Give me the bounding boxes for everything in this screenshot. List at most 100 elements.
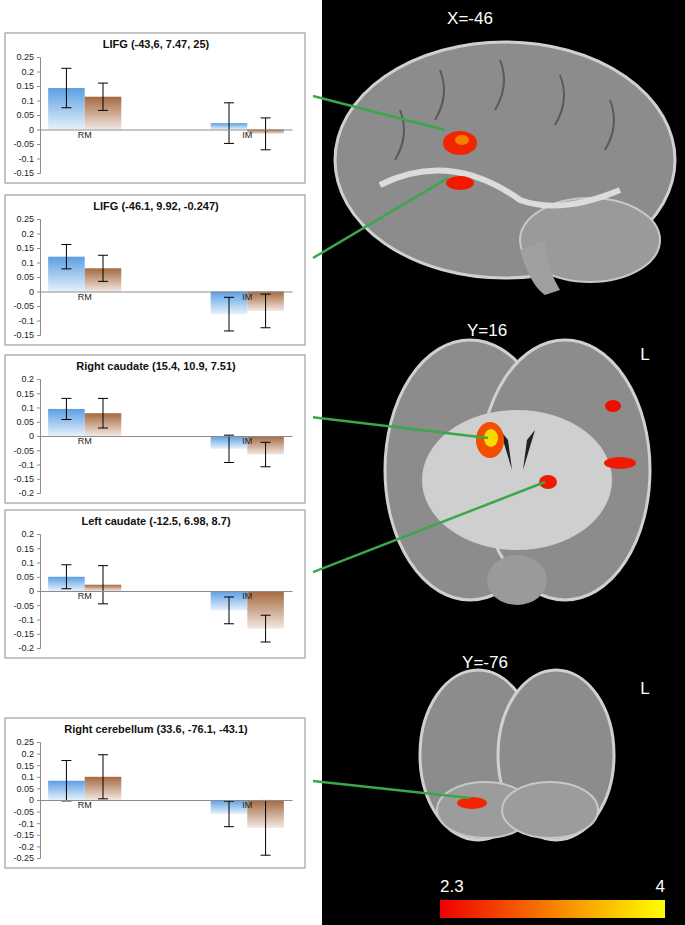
y-tick: -0.05 — [13, 807, 40, 817]
y-tick-mark — [37, 86, 40, 87]
y-tick-mark — [37, 144, 40, 145]
y-axis: -0.2 -0.15 -0.1 -0.05 0 0.05 0.1 0.15 0.2 — [13, 374, 40, 498]
y-tick-mark — [37, 263, 40, 264]
sulcus — [605, 100, 614, 150]
y-tick-label: -0.15 — [13, 168, 34, 178]
y-tick: 0 — [29, 586, 40, 596]
brainstem — [520, 240, 560, 295]
error-bar — [61, 565, 71, 589]
y-tick: 0.1 — [21, 96, 40, 106]
y-tick-mark — [37, 765, 40, 766]
x-tick: IM — [242, 292, 252, 302]
error-bar-stem — [229, 801, 230, 827]
y-tick-label: 0.05 — [16, 417, 34, 427]
error-bar — [224, 597, 234, 624]
y-tick-mark — [37, 742, 40, 743]
error-bar-stem — [66, 565, 67, 589]
activation-blob — [455, 135, 469, 145]
y-tick-mark — [37, 234, 40, 235]
y-tick-mark — [37, 605, 40, 606]
activation-blob — [457, 797, 487, 809]
y-tick: 0.1 — [21, 403, 40, 413]
y-tick: -0.2 — [18, 488, 40, 498]
ventricles — [500, 430, 535, 470]
y-tick-label: 0.1 — [21, 403, 34, 413]
error-bar — [261, 800, 271, 855]
y-tick-mark — [37, 823, 40, 824]
y-tick-label: 0.2 — [21, 529, 34, 539]
category-label: RM — [78, 436, 92, 446]
y-tick: -0.1 — [18, 460, 40, 470]
y-tick-mark — [37, 634, 40, 635]
category-label: IM — [242, 130, 252, 140]
error-bar-cap — [224, 330, 234, 331]
error-bar-cap — [261, 442, 271, 443]
y-tick-mark — [37, 479, 40, 480]
y-tick-label: -0.05 — [13, 601, 34, 611]
y-tick-label: -0.05 — [13, 446, 34, 456]
activation-blob — [443, 131, 477, 155]
x-tick: RM — [78, 591, 92, 601]
error-bar-cap — [224, 826, 234, 827]
error-bar-stem — [229, 597, 230, 624]
orientation-label: L — [640, 679, 649, 698]
error-bar-cap — [261, 642, 271, 643]
y-tick: -0.15 — [13, 629, 40, 639]
plot-area — [48, 68, 284, 149]
y-tick-label: 0.2 — [21, 374, 34, 384]
y-tick-mark — [37, 72, 40, 73]
chart-title: LIFG (-46.1, 9.92, -0.247) — [93, 200, 219, 212]
y-tick-label: -0.1 — [18, 615, 34, 625]
error-bar-cap — [224, 596, 234, 597]
y-tick-label: -0.05 — [13, 301, 34, 311]
y-tick-label: 0.25 — [16, 52, 34, 62]
y-tick-label: -0.1 — [18, 154, 34, 164]
y-tick-label: 0 — [29, 125, 34, 135]
y-tick: 0.05 — [16, 417, 40, 427]
y-tick-mark — [37, 812, 40, 813]
error-bar-stem — [66, 398, 67, 419]
activation-blob — [446, 176, 474, 190]
error-bar — [261, 615, 271, 642]
x-tick: RM — [78, 436, 92, 446]
y-tick-mark — [37, 548, 40, 549]
error-bar — [61, 245, 71, 269]
error-bar-stem — [66, 761, 67, 801]
error-bar — [61, 761, 71, 801]
posterior-coronal-slice — [420, 670, 614, 840]
y-tick-label: -0.05 — [13, 807, 34, 817]
colorbar-tick-label: 4 — [656, 877, 665, 896]
error-bar — [98, 566, 108, 604]
slice-label: Y=16 — [467, 321, 507, 340]
y-tick-label: 0 — [29, 431, 34, 441]
category-label: IM — [242, 591, 252, 601]
white-matter — [422, 410, 612, 550]
y-tick-mark — [37, 450, 40, 451]
y-tick: 0 — [29, 795, 40, 805]
y-tick-label: 0.15 — [16, 389, 34, 399]
y-tick: 0 — [29, 287, 40, 297]
orientation-label: L — [640, 345, 649, 364]
x-axis: RM IM — [41, 591, 293, 601]
y-tick: 0.1 — [21, 258, 40, 268]
error-bar-stem — [103, 398, 104, 428]
y-tick: -0.05 — [13, 301, 40, 311]
y-tick: -0.2 — [18, 842, 40, 852]
y-tick-label: -0.15 — [13, 474, 34, 484]
y-tick: 0 — [29, 431, 40, 441]
chart-title: Right caudate (15.4, 10.9, 7.51) — [76, 360, 236, 372]
y-axis: -0.15-0.1-0.0500.050.10.150.20.25 — [13, 214, 40, 340]
y-tick-mark — [37, 577, 40, 578]
category-label: IM — [242, 436, 252, 446]
y-tick: 0.2 — [21, 529, 40, 539]
y-tick-mark — [37, 115, 40, 116]
y-tick-mark — [37, 277, 40, 278]
sulcus — [495, 60, 504, 110]
sagittal-slice — [335, 42, 675, 295]
error-bar — [98, 755, 108, 799]
y-tick-label: 0.25 — [16, 737, 34, 747]
y-tick-label: -0.2 — [18, 842, 34, 852]
y-tick-mark — [37, 321, 40, 322]
y-tick: -0.15 — [13, 474, 40, 484]
error-bar-cap — [98, 603, 108, 604]
